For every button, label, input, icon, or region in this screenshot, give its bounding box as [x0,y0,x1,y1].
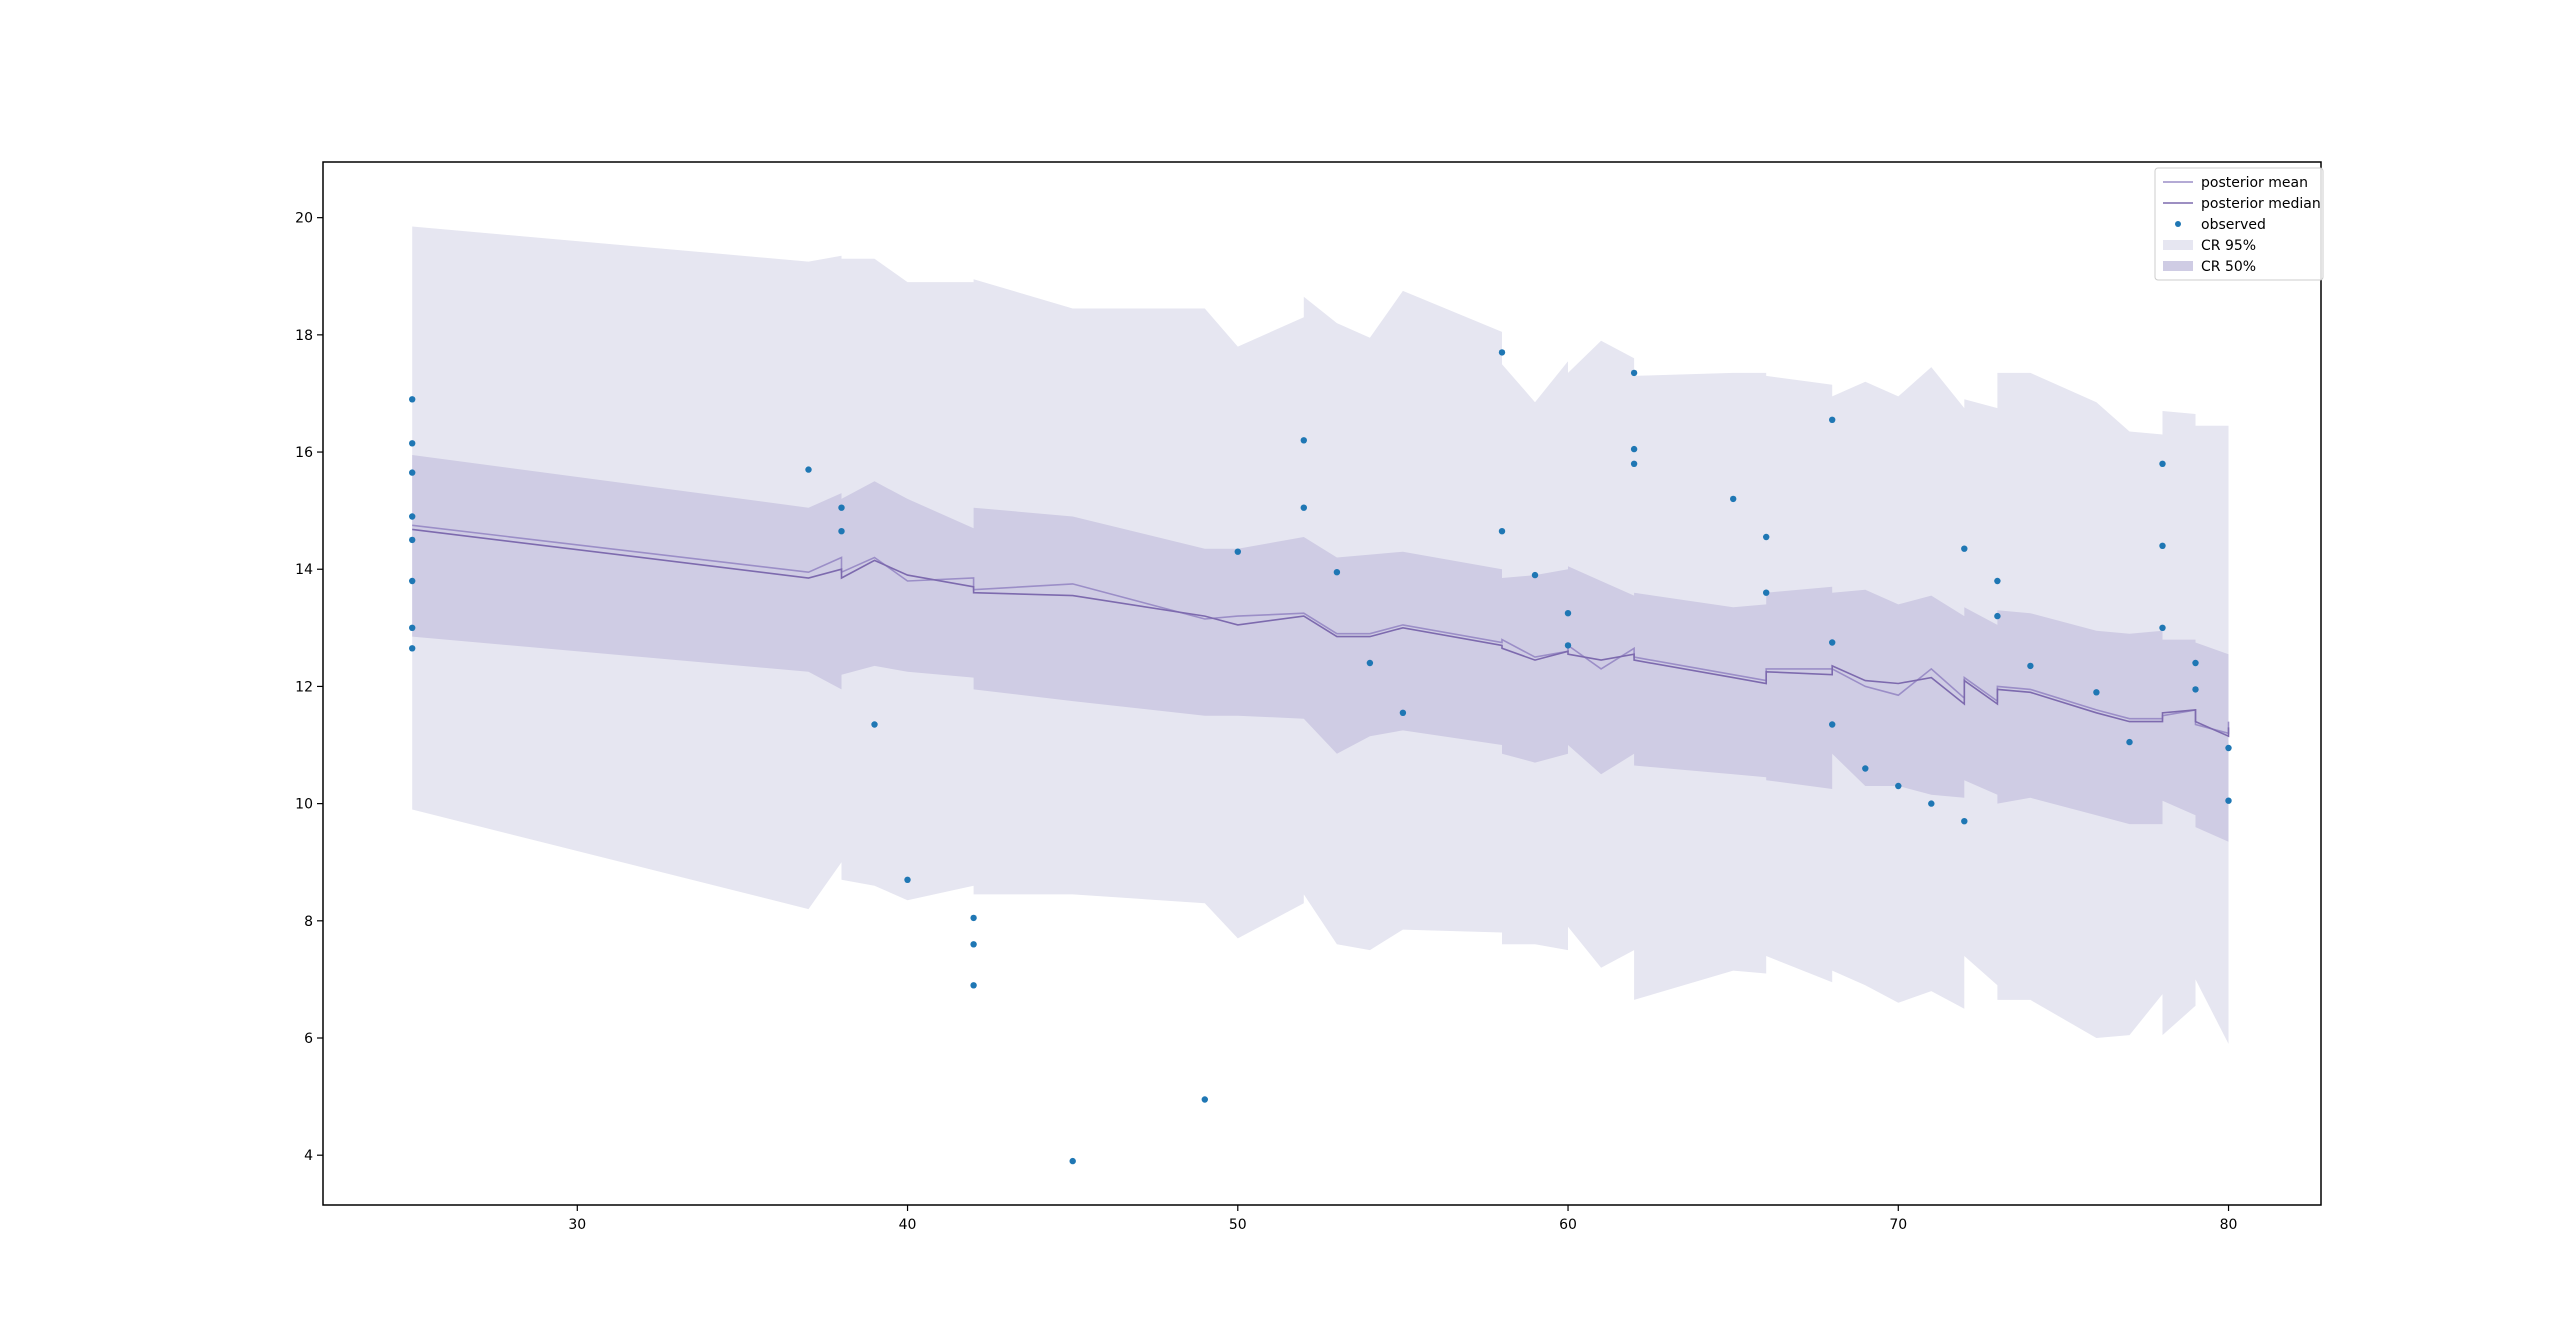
observed-point [2159,542,2166,549]
y-tick-label: 18 [295,328,313,344]
observed-point [838,528,845,535]
legend-label-posterior-mean: posterior mean [2201,175,2308,191]
observed-point [1928,800,1935,807]
observed-point [1895,782,1902,790]
observed-point [409,536,416,544]
observed-point [1630,445,1638,453]
observed-point [1730,495,1737,503]
observed-point [409,513,416,520]
observed-point [1862,765,1869,772]
observed-point [1498,528,1506,535]
observed-point [409,624,416,631]
observed-point [1994,612,2001,620]
legend-label-cr-50: CR 50% [2201,259,2256,275]
legend-item-observed: observed [2175,217,2266,233]
observed-point [1829,416,1836,423]
observed-point [1829,721,1836,728]
observed-point [2225,744,2232,752]
y-tick-label: 12 [295,679,313,695]
x-tick-label: 30 [568,1217,586,1233]
observed-point [2027,662,2034,670]
x-tick-label: 40 [899,1217,917,1233]
observed-point [1630,460,1638,467]
observed-point [970,941,977,948]
legend-item-posterior-mean: posterior mean [2163,175,2308,191]
observed-point [871,721,878,728]
legend-swatch-cr-95 [2163,240,2193,250]
observed-point [1399,709,1407,716]
x-axis: 30 40 50 60 70 80 [568,1205,2237,1233]
observed-point [805,466,812,473]
y-tick-label: 20 [295,211,313,227]
observed-point [2192,659,2199,667]
observed-point [2225,797,2232,804]
observed-point [409,469,416,476]
observed-point [2159,460,2166,467]
observed-point [1564,642,1572,649]
y-tick-label: 14 [295,562,313,578]
legend-label-posterior-median: posterior median [2201,196,2321,212]
plot-area [409,226,2232,1165]
observed-point [904,876,911,883]
x-tick-label: 70 [1889,1217,1907,1233]
legend-item-cr-95: CR 95% [2163,238,2256,254]
observed-point [970,914,977,922]
y-tick-label: 4 [304,1148,313,1164]
observed-point [970,982,977,989]
observed-point [2192,686,2199,693]
legend: posterior mean posterior median observed… [2154,167,2324,281]
observed-point [1630,369,1638,377]
y-tick-label: 6 [304,1031,313,1047]
observed-point [1498,349,1506,356]
y-tick-label: 16 [295,445,313,461]
observed-point [1763,533,1770,541]
legend-label-observed: observed [2201,217,2266,233]
series-line-posterior-median [412,528,2230,738]
observed-point [1333,569,1341,576]
observed-point [1829,639,1836,646]
y-axis: 4 6 8 10 12 14 16 18 20 [295,211,323,1164]
axes-frame [322,161,2322,1206]
observed-point [409,577,416,585]
legend-item-cr-50: CR 50% [2163,259,2256,275]
observed-point [409,645,416,652]
y-tick-label: 8 [304,914,313,930]
observed-point [1564,610,1572,617]
legend-swatch-cr-50 [2163,261,2193,271]
observed-point [2093,689,2100,696]
x-tick-label: 50 [1229,1217,1247,1233]
observed-point [409,396,416,403]
legend-box [2154,167,2324,281]
band-cr-50 [412,455,2229,842]
observed-point [1961,818,1968,825]
observed-point [1201,1096,1209,1103]
observed-point [2126,738,2133,746]
y-tick-label: 10 [295,797,313,813]
observed-point [409,440,416,447]
observed-point [1300,504,1308,511]
legend-label-cr-95: CR 95% [2201,238,2256,254]
observed-point [1300,437,1308,444]
legend-marker-observed [2175,221,2181,227]
legend-item-posterior-median: posterior median [2163,196,2321,212]
observed-point [1763,589,1770,596]
observed-point [1531,571,1539,579]
x-tick-label: 80 [2220,1217,2238,1233]
observed-point [2159,624,2166,631]
observed-point [1961,545,1968,552]
observed-point [838,504,845,511]
observed-point [1234,548,1242,555]
observed-point [1366,659,1374,667]
x-tick-label: 60 [1559,1217,1577,1233]
observed-point [1069,1157,1076,1165]
observed-point [1994,577,2001,585]
